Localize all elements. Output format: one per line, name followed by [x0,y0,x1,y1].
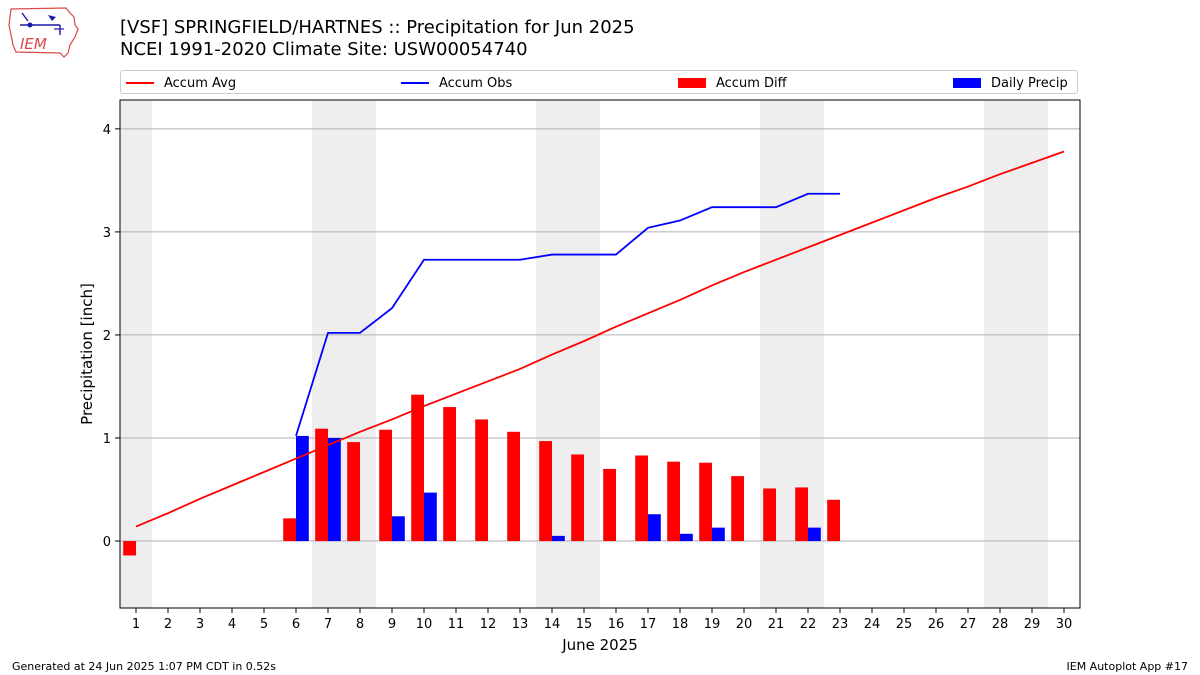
legend-swatch-accum-obs [401,82,429,84]
legend-item-daily-precip: Daily Precip [953,74,1068,92]
x-axis-label: June 2025 [561,636,638,654]
bar-accum-diff [507,431,520,542]
x-tick-label: 17 [640,617,657,632]
line-accum-obs [295,192,840,437]
x-tick-label: 20 [736,617,753,632]
bar-accum-diff [699,462,712,542]
bar-accum-diff [603,468,616,542]
x-tick-label: 19 [704,617,721,632]
bar-accum-diff [283,518,296,542]
y-axis-label: Precipitation [inch] [78,283,96,425]
bar-accum-diff [411,394,424,542]
x-tick-label: 1 [132,617,140,632]
legend-label-accum-diff: Accum Diff [716,75,787,91]
logo-text: IEM [20,35,47,53]
x-tick-label: 13 [512,617,529,632]
bar-accum-diff [667,461,680,542]
bar-accum-diff [347,442,360,542]
x-tick-label: 5 [260,617,268,632]
x-tick-label: 16 [608,617,625,632]
iem-logo: IEM [8,5,80,59]
x-tick-label: 3 [196,617,204,632]
x-tick-label: 29 [1024,617,1041,632]
bar-accum-diff [731,476,744,542]
bar-daily-precip [296,435,309,542]
chart-title: [VSF] SPRINGFIELD/HARTNES :: Precipitati… [120,17,635,38]
bar-accum-diff [539,441,552,542]
bar-accum-diff [635,455,648,542]
bar-accum-diff [315,428,328,542]
gridlines [120,128,1080,542]
legend-label-accum-avg: Accum Avg [164,75,237,91]
y-tick-label: 4 [103,123,111,138]
plot-frame [119,99,1081,609]
x-tick-label: 8 [356,617,364,632]
y-tick-label: 3 [103,226,111,241]
x-tick-label: 11 [448,617,465,632]
bar-daily-precip [328,437,341,542]
x-tick-label: 18 [672,617,689,632]
legend-item-accum-diff: Accum Diff [678,74,787,92]
bar-accum-diff [379,429,392,542]
chart-subtitle: NCEI 1991-2020 Climate Site: USW00054740 [120,39,528,60]
x-tick-label: 12 [480,617,497,632]
footer-app: IEM Autoplot App #17 [1066,660,1189,673]
weekend-band [984,100,1048,608]
bar-daily-precip [424,492,437,542]
bar-daily-precip [648,514,661,542]
legend-item-accum-obs: Accum Obs [401,74,512,92]
x-tick-label: 30 [1056,617,1073,632]
bar-accum-diff [571,454,584,542]
x-tick-label: 6 [292,617,300,632]
bar-daily-precip [680,533,693,542]
bar-accum-diff [123,541,136,556]
footer-generated: Generated at 24 Jun 2025 1:07 PM CDT in … [12,660,277,673]
bar-accum-diff [475,419,488,542]
bars [123,394,840,556]
x-tick-label: 28 [992,617,1009,632]
x-tick-label: 21 [768,617,785,632]
bar-accum-diff [763,488,776,542]
bar-accum-diff [443,407,456,542]
legend-swatch-accum-avg [126,82,154,84]
x-tick-label: 24 [864,617,881,632]
legend-swatch-accum-diff [678,78,706,88]
y-tick-label: 2 [103,329,111,344]
series-lines [135,150,1065,528]
legend-item-accum-avg: Accum Avg [126,74,236,92]
iem-logo-graphic: IEM [8,7,79,58]
x-tick-label: 9 [388,617,396,632]
x-tick-label: 23 [832,617,849,632]
bar-accum-diff [827,499,840,542]
y-tick-label: 0 [103,535,111,550]
legend-label-accum-obs: Accum Obs [439,75,513,91]
x-tick-label: 2 [164,617,172,632]
bar-daily-precip [712,527,725,542]
legend: Accum Avg Accum Obs Accum Diff Daily Pre… [120,70,1078,94]
y-tick-label: 1 [103,432,111,447]
legend-swatch-daily-precip [953,78,981,88]
bar-daily-precip [808,527,821,542]
bar-accum-diff [795,487,808,542]
x-tick-label: 15 [576,617,593,632]
bar-daily-precip [392,516,405,542]
x-tick-label: 10 [416,617,433,632]
line-accum-avg [135,150,1065,528]
legend-label-daily-precip: Daily Precip [991,75,1068,91]
bar-daily-precip [552,535,565,542]
weekend-band [120,100,152,608]
x-tick-label: 25 [896,617,913,632]
x-tick-label: 14 [544,617,561,632]
x-tick-label: 27 [960,617,977,632]
x-tick-label: 26 [928,617,945,632]
x-tick-label: 7 [324,617,332,632]
x-tick-label: 22 [800,617,817,632]
x-tick-label: 4 [228,617,236,632]
